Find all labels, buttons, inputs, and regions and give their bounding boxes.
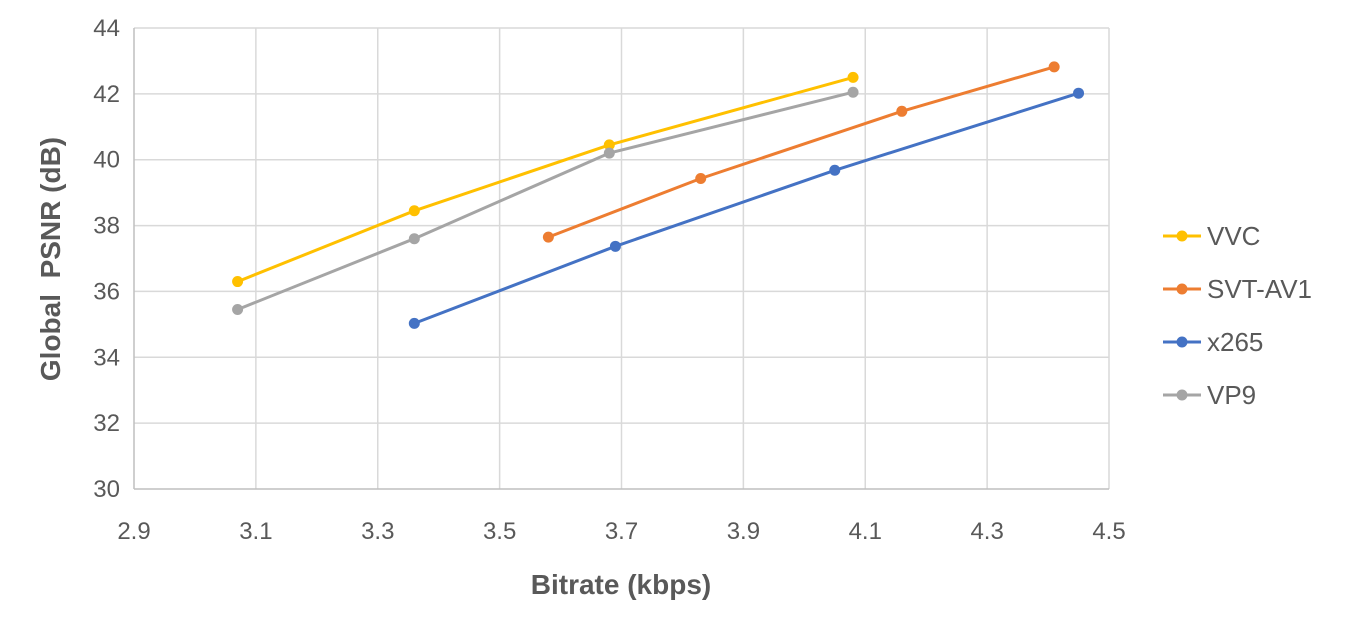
legend-swatch-marker — [1176, 336, 1188, 348]
series-line — [236, 90, 855, 311]
data-point — [603, 139, 615, 151]
data-point — [603, 147, 615, 159]
y-tick-label: 38 — [93, 213, 120, 240]
legend-label: VVC — [1207, 221, 1260, 251]
x-tick-label: 4.1 — [849, 518, 882, 545]
y-tick-label: 44 — [93, 15, 120, 42]
legend-item: SVT-AV1 — [1163, 274, 1312, 304]
data-point — [542, 231, 554, 243]
data-point — [408, 233, 420, 245]
x-tick-label: 2.9 — [117, 518, 150, 545]
series-line — [236, 75, 855, 284]
axes: 30 32 34 36 38 40 42 44 2.9 3.1 3.3 3.5 3.7 3.9 4.1 4.3… — [93, 15, 1125, 545]
series-vvc — [232, 71, 859, 288]
data-point — [1073, 87, 1085, 99]
series-vp9 — [232, 86, 859, 316]
legend-item: VVC — [1163, 221, 1260, 251]
data-point — [896, 105, 908, 117]
legend-swatch-marker — [1176, 230, 1188, 242]
series-svt-av1 — [542, 61, 1060, 243]
gridlines — [134, 27, 1110, 489]
data-point — [847, 86, 859, 98]
series-lines — [232, 61, 1085, 329]
data-point — [408, 317, 420, 329]
y-tick-label: 30 — [93, 476, 120, 503]
data-point — [847, 71, 859, 83]
x-tick-label: 4.3 — [970, 518, 1003, 545]
x-tick-label: 3.5 — [483, 518, 516, 545]
legend-swatch-marker — [1176, 389, 1188, 401]
legend-label: SVT-AV1 — [1207, 274, 1312, 304]
x-tick-label: 4.5 — [1092, 518, 1125, 545]
y-axis-title: Global PSNR (dB) — [35, 137, 66, 381]
data-point — [232, 304, 244, 316]
y-tick-label: 36 — [93, 278, 120, 305]
legend: VVC SVT-AV1 x265 VP9 — [1163, 221, 1312, 410]
x-tick-label: 3.7 — [605, 518, 638, 545]
legend-swatch-marker — [1176, 283, 1188, 295]
legend-label: VP9 — [1207, 380, 1256, 410]
x-tick-label: 3.3 — [361, 518, 394, 545]
x-tick-label: 3.1 — [239, 518, 272, 545]
legend-label: x265 — [1207, 327, 1263, 357]
x-axis-title: Bitrate (kbps) — [531, 569, 711, 600]
data-point — [695, 172, 707, 184]
data-point — [829, 164, 841, 176]
data-point — [609, 240, 621, 252]
y-tick-label: 32 — [93, 410, 120, 437]
data-point — [1048, 61, 1060, 73]
legend-item: VP9 — [1163, 380, 1256, 410]
series-x265 — [408, 87, 1085, 329]
y-tick-label: 42 — [93, 81, 120, 108]
series-line — [412, 91, 1080, 325]
data-point — [232, 276, 244, 288]
y-tick-label: 34 — [93, 344, 120, 371]
data-point — [408, 205, 420, 217]
series-line — [546, 65, 1056, 239]
x-tick-label: 3.9 — [727, 518, 760, 545]
y-tick-label: 40 — [93, 147, 120, 174]
legend-item: x265 — [1163, 327, 1263, 357]
